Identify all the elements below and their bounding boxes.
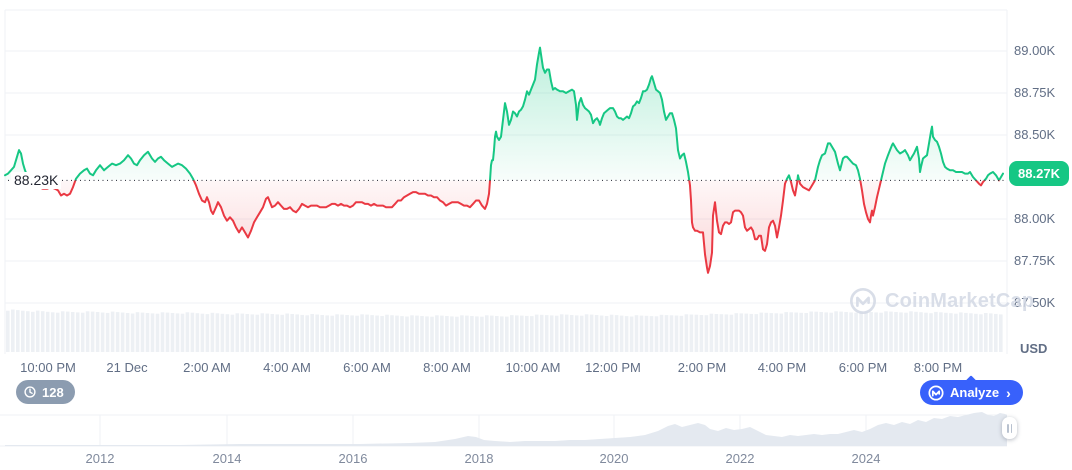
price-line-red: [29, 180, 1001, 274]
navigator-range-handle[interactable]: [1002, 417, 1017, 439]
y-axis-label: 88.50K: [1014, 127, 1056, 142]
y-axis-label: 87.50K: [1014, 295, 1056, 310]
currency-label: USD: [1020, 341, 1048, 356]
chevron-right-icon: ›: [1006, 384, 1011, 401]
x-axis-label: 4:00 PM: [757, 360, 807, 375]
y-axis-label: 89.00K: [1014, 43, 1056, 58]
x-axis-label: 12:00 PM: [585, 360, 641, 375]
y-axis-label: 88.75K: [1014, 85, 1056, 100]
analyze-label: Analyze: [950, 385, 1000, 400]
x-axis-label: 21 Dec: [106, 360, 148, 375]
history-count: 128: [42, 384, 64, 400]
navigator-year-label: 2018: [464, 451, 494, 466]
watermark-text: CoinMarketCap: [885, 289, 1035, 312]
price-line-green: [4, 46, 1004, 181]
price-area-below: [5, 180, 1003, 273]
x-axis-label: 4:00 AM: [263, 360, 311, 375]
navigator-year-label: 2024: [851, 451, 881, 466]
x-axis-label: 6:00 AM: [343, 360, 391, 375]
x-axis-label: 2:00 AM: [183, 360, 231, 375]
x-axis-label: 10:00 AM: [505, 360, 561, 375]
history-clock-icon: [24, 386, 36, 398]
analyze-button[interactable]: Analyze ›: [920, 380, 1023, 405]
y-axis-label: 88.00K: [1014, 211, 1056, 226]
navigator-year-label: 2020: [599, 451, 629, 466]
x-axis-label: 8:00 PM: [913, 360, 963, 375]
baseline-price-label: 88.23K: [11, 172, 62, 189]
history-count-badge[interactable]: 128: [16, 380, 75, 404]
x-axis-label: 2:00 PM: [677, 360, 727, 375]
y-axis-label: 87.75K: [1014, 253, 1056, 268]
navigator-year-label: 2016: [338, 451, 368, 466]
navigator-year-label: 2022: [725, 451, 755, 466]
x-axis-label: 6:00 PM: [838, 360, 888, 375]
navigator-area[interactable]: [5, 412, 1007, 446]
current-price-badge: 88.27K: [1009, 161, 1069, 187]
x-axis-label: 8:00 AM: [423, 360, 471, 375]
navigator-year-label: 2012: [85, 451, 115, 466]
x-axis-label: 10:00 PM: [20, 360, 76, 375]
coinmarketcap-logo-icon: [928, 384, 944, 401]
navigator-year-label: 2014: [212, 451, 242, 466]
volume-bars: [6, 309, 1003, 352]
coinmarketcap-logo-icon: [849, 287, 877, 315]
coinmarketcap-watermark: CoinMarketCap: [849, 287, 1034, 315]
